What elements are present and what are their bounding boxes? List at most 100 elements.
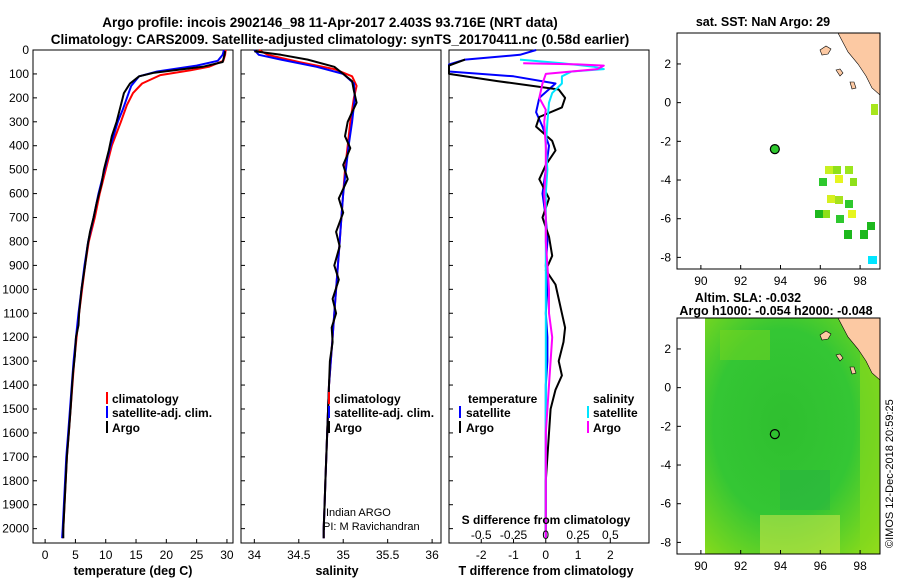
lon-tick-label: 92 (734, 559, 748, 573)
x-tick-label: 2 (607, 548, 614, 562)
lat-tick-label: 0 (664, 96, 671, 110)
series-s-argo (523, 62, 605, 539)
x-tick-label: 25 (190, 548, 204, 562)
x-tick-label: 10 (99, 548, 113, 562)
island (849, 366, 857, 375)
argo-location-marker (769, 144, 780, 155)
y-tick-label: 1600 (2, 426, 29, 440)
difference-panel (448, 49, 650, 544)
y-tick-label: 0 (22, 43, 29, 57)
lat-tick-label: -6 (660, 212, 671, 226)
lat-tick-label: 2 (664, 57, 671, 71)
imos-credit: ©IMOS 12-Dec-2018 20:59:25 (884, 399, 896, 548)
profile-axes: 0100200300400500600700800900100011001200… (2, 43, 619, 562)
lon-tick-label: 90 (694, 274, 708, 288)
salinity-panel (240, 49, 442, 544)
lat-tick-label: -4 (660, 458, 671, 472)
s-diff-tick-label: -0.5 (471, 528, 492, 542)
series-climatology (61, 49, 227, 539)
legend-label-argo: Argo (334, 421, 362, 435)
s-diff-tick-label: -0.25 (500, 528, 528, 542)
legend-label-climatology: climatology (334, 392, 401, 406)
profile-lines (61, 49, 605, 539)
t-difference-axis-label: T difference from climatology (458, 564, 633, 578)
series-t-argo (448, 58, 567, 539)
y-tick-label: 1900 (2, 498, 29, 512)
lon-tick-label: 96 (814, 559, 828, 573)
x-tick-label: 15 (129, 548, 143, 562)
s-diff-tick-label: 0 (542, 528, 549, 542)
island (849, 81, 857, 90)
argo-location-marker (769, 429, 780, 440)
sla-map: Altim. SLA: -0.032 Argo h1000: -0.054 h2… (660, 291, 881, 573)
x-tick-label: 30 (220, 548, 234, 562)
legend-label-t-argo: Argo (466, 421, 494, 435)
x-tick-label: 0 (42, 548, 49, 562)
x-tick-label: 20 (160, 548, 174, 562)
y-tick-label: 2000 (2, 522, 29, 536)
x-tick-label: -1 (508, 548, 519, 562)
y-tick-label: 200 (9, 91, 29, 105)
lat-tick-label: -2 (660, 419, 671, 433)
x-tick-label: 35 (337, 548, 351, 562)
figure-title-line1: Argo profile: incois 2902146_98 11-Apr-2… (102, 15, 557, 30)
x-tick-label: 0 (542, 548, 549, 562)
island (819, 45, 832, 56)
lon-tick-label: 98 (853, 559, 867, 573)
sumatra-coast (837, 318, 880, 381)
lon-tick-label: 94 (774, 559, 788, 573)
legend-label-t-satellite: satellite (466, 406, 511, 420)
lon-tick-label: 92 (734, 274, 748, 288)
sst-map-title: sat. SST: NaN Argo: 29 (696, 15, 830, 29)
legend-label-satellite: satellite-adj. clim. (112, 406, 212, 420)
lon-tick-label: 90 (694, 559, 708, 573)
y-tick-label: 400 (9, 139, 29, 153)
temperature-axis-label: temperature (deg C) (74, 564, 193, 578)
legend-title-salinity: salinity (593, 392, 635, 406)
y-tick-label: 1800 (2, 474, 29, 488)
legend-label-s-satellite: satellite (593, 406, 638, 420)
y-tick-label: 100 (9, 67, 29, 81)
series-argo (62, 51, 227, 539)
x-tick-label: 1 (575, 548, 582, 562)
lat-tick-label: -4 (660, 173, 671, 187)
x-tick-label: 34 (248, 548, 262, 562)
series-satellite-adj-clim- (61, 49, 225, 539)
legend-label-argo: Argo (112, 421, 140, 435)
y-tick-label: 900 (9, 258, 29, 272)
lat-tick-label: 2 (664, 342, 671, 356)
y-tick-label: 1000 (2, 282, 29, 296)
sla-map-title: Altim. SLA: -0.032 (695, 291, 801, 305)
series-s-satellite (519, 58, 605, 539)
series-t-satellite (448, 49, 557, 539)
x-tick-label: 36 (425, 548, 439, 562)
lon-tick-label: 94 (774, 274, 788, 288)
salinity-legend: climatology satellite-adj. clim. Argo In… (323, 392, 434, 533)
float-pi-note: PI: M Ravichandran (323, 521, 420, 533)
difference-legend: temperature satellite Argo salinity sate… (459, 392, 638, 527)
temperature-legend: climatology satellite-adj. clim. Argo (106, 392, 212, 435)
temperature-panel (32, 49, 234, 544)
island (819, 330, 832, 341)
sst-map: sat. SST: NaN Argo: 29 90 92 94 96 98 2 0 -2 -4 -… (660, 15, 881, 288)
lat-tick-label: -2 (660, 134, 671, 148)
salinity-axis-label: salinity (315, 564, 358, 578)
s-diff-tick-label: 0.5 (602, 528, 619, 542)
lon-tick-label: 96 (814, 274, 828, 288)
y-tick-label: 1200 (2, 330, 29, 344)
y-tick-label: 1500 (2, 402, 29, 416)
y-tick-label: 600 (9, 187, 29, 201)
lat-tick-label: -8 (660, 250, 671, 264)
sla-map-subtitle: Argo h1000: -0.054 h2000: -0.048 (679, 304, 872, 318)
legend-title-temperature: temperature (468, 392, 538, 406)
series-climatology (258, 49, 358, 539)
legend-label-satellite: satellite-adj. clim. (334, 406, 434, 420)
lat-tick-label: -8 (660, 535, 671, 549)
series-argo (254, 50, 358, 539)
float-program-note: Indian ARGO (326, 507, 391, 519)
x-tick-label: 35.5 (376, 548, 400, 562)
lat-tick-label: 0 (664, 381, 671, 395)
sst-map-ticks: 90 92 94 96 98 2 0 -2 -4 -6 -8 (660, 57, 867, 288)
sla-map-ticks: 90 92 94 96 98 2 0 -2 -4 -6 -8 (660, 342, 867, 573)
